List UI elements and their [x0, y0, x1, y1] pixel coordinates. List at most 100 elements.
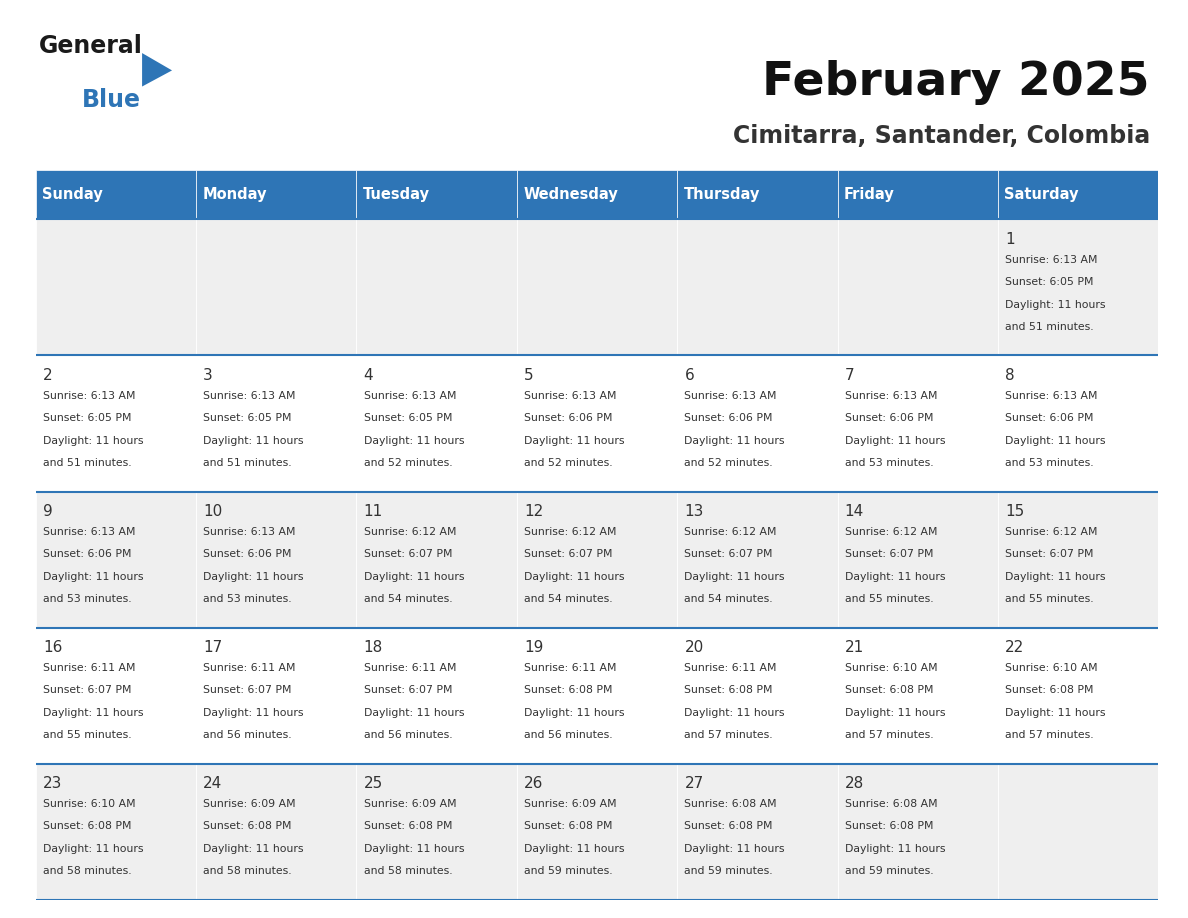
- Bar: [196, 628, 356, 764]
- Text: 18: 18: [364, 640, 383, 655]
- Text: Daylight: 11 hours: Daylight: 11 hours: [43, 436, 144, 446]
- Bar: [196, 764, 356, 900]
- Text: Daylight: 11 hours: Daylight: 11 hours: [203, 844, 304, 854]
- Text: and 52 minutes.: and 52 minutes.: [364, 458, 453, 468]
- Text: Daylight: 11 hours: Daylight: 11 hours: [845, 572, 946, 582]
- Text: Sunrise: 6:11 AM: Sunrise: 6:11 AM: [203, 663, 296, 673]
- Bar: [677, 170, 838, 219]
- Text: and 56 minutes.: and 56 minutes.: [364, 731, 453, 740]
- Bar: [677, 764, 838, 900]
- Text: Daylight: 11 hours: Daylight: 11 hours: [203, 436, 304, 446]
- Text: Sunrise: 6:10 AM: Sunrise: 6:10 AM: [43, 799, 135, 809]
- Text: Daylight: 11 hours: Daylight: 11 hours: [524, 708, 625, 718]
- Text: 3: 3: [203, 368, 213, 383]
- Text: Sunrise: 6:10 AM: Sunrise: 6:10 AM: [1005, 663, 1098, 673]
- Text: Sunset: 6:08 PM: Sunset: 6:08 PM: [364, 822, 453, 832]
- Text: 16: 16: [43, 640, 62, 655]
- Text: Daylight: 11 hours: Daylight: 11 hours: [845, 436, 946, 446]
- Text: Monday: Monday: [202, 187, 267, 202]
- Text: Daylight: 11 hours: Daylight: 11 hours: [1005, 299, 1106, 309]
- Text: Sunset: 6:06 PM: Sunset: 6:06 PM: [203, 549, 292, 559]
- Text: 19: 19: [524, 640, 543, 655]
- Text: 8: 8: [1005, 368, 1015, 383]
- Text: 6: 6: [684, 368, 694, 383]
- Bar: [36, 491, 196, 628]
- Text: 23: 23: [43, 776, 62, 790]
- Text: and 53 minutes.: and 53 minutes.: [1005, 458, 1094, 468]
- Text: 15: 15: [1005, 504, 1024, 519]
- Text: Sunset: 6:05 PM: Sunset: 6:05 PM: [364, 413, 453, 423]
- Text: Daylight: 11 hours: Daylight: 11 hours: [524, 572, 625, 582]
- Text: Sunset: 6:08 PM: Sunset: 6:08 PM: [43, 822, 132, 832]
- Text: and 58 minutes.: and 58 minutes.: [203, 867, 292, 877]
- Text: Sunrise: 6:12 AM: Sunrise: 6:12 AM: [364, 527, 456, 537]
- Text: 11: 11: [364, 504, 383, 519]
- Bar: [196, 219, 356, 355]
- Text: Sunset: 6:08 PM: Sunset: 6:08 PM: [684, 822, 773, 832]
- Text: Saturday: Saturday: [1004, 187, 1079, 202]
- Bar: [677, 355, 838, 491]
- Text: and 53 minutes.: and 53 minutes.: [845, 458, 934, 468]
- Bar: [356, 170, 517, 219]
- Text: and 51 minutes.: and 51 minutes.: [203, 458, 292, 468]
- Text: Sunrise: 6:13 AM: Sunrise: 6:13 AM: [684, 391, 777, 401]
- Text: and 54 minutes.: and 54 minutes.: [684, 594, 773, 604]
- Bar: [36, 764, 196, 900]
- Text: Sunrise: 6:08 AM: Sunrise: 6:08 AM: [845, 799, 937, 809]
- Bar: [838, 491, 998, 628]
- Text: Sunrise: 6:11 AM: Sunrise: 6:11 AM: [364, 663, 456, 673]
- Text: Sunday: Sunday: [42, 187, 103, 202]
- Text: Sunrise: 6:11 AM: Sunrise: 6:11 AM: [684, 663, 777, 673]
- Bar: [356, 355, 517, 491]
- Bar: [517, 170, 677, 219]
- Text: Daylight: 11 hours: Daylight: 11 hours: [845, 708, 946, 718]
- Text: 9: 9: [43, 504, 52, 519]
- Text: 27: 27: [684, 776, 703, 790]
- Text: Sunrise: 6:10 AM: Sunrise: 6:10 AM: [845, 663, 937, 673]
- Text: Sunset: 6:08 PM: Sunset: 6:08 PM: [524, 686, 613, 695]
- Text: and 52 minutes.: and 52 minutes.: [524, 458, 613, 468]
- Text: Sunset: 6:05 PM: Sunset: 6:05 PM: [43, 413, 132, 423]
- Text: Sunrise: 6:13 AM: Sunrise: 6:13 AM: [203, 527, 296, 537]
- Text: Sunset: 6:08 PM: Sunset: 6:08 PM: [1005, 686, 1094, 695]
- Text: Sunrise: 6:13 AM: Sunrise: 6:13 AM: [1005, 255, 1098, 264]
- Text: February 2025: February 2025: [763, 60, 1150, 105]
- Text: and 56 minutes.: and 56 minutes.: [524, 731, 613, 740]
- Text: and 59 minutes.: and 59 minutes.: [684, 867, 773, 877]
- Text: Sunrise: 6:13 AM: Sunrise: 6:13 AM: [43, 391, 135, 401]
- Text: Daylight: 11 hours: Daylight: 11 hours: [1005, 708, 1106, 718]
- Text: and 51 minutes.: and 51 minutes.: [1005, 322, 1094, 332]
- Text: Cimitarra, Santander, Colombia: Cimitarra, Santander, Colombia: [733, 124, 1150, 148]
- Text: 13: 13: [684, 504, 703, 519]
- Bar: [517, 628, 677, 764]
- Text: and 57 minutes.: and 57 minutes.: [845, 731, 934, 740]
- Text: Tuesday: Tuesday: [362, 187, 430, 202]
- Text: Daylight: 11 hours: Daylight: 11 hours: [684, 844, 785, 854]
- Bar: [998, 170, 1158, 219]
- Text: and 59 minutes.: and 59 minutes.: [524, 867, 613, 877]
- Bar: [356, 491, 517, 628]
- Text: Sunrise: 6:13 AM: Sunrise: 6:13 AM: [203, 391, 296, 401]
- Text: and 55 minutes.: and 55 minutes.: [1005, 594, 1094, 604]
- Text: Wednesday: Wednesday: [523, 187, 618, 202]
- Text: Sunrise: 6:12 AM: Sunrise: 6:12 AM: [524, 527, 617, 537]
- Bar: [196, 491, 356, 628]
- Text: 17: 17: [203, 640, 222, 655]
- Text: and 54 minutes.: and 54 minutes.: [524, 594, 613, 604]
- Text: Sunset: 6:08 PM: Sunset: 6:08 PM: [684, 686, 773, 695]
- Text: Daylight: 11 hours: Daylight: 11 hours: [1005, 436, 1106, 446]
- Text: Sunset: 6:07 PM: Sunset: 6:07 PM: [364, 686, 453, 695]
- Text: Sunrise: 6:11 AM: Sunrise: 6:11 AM: [43, 663, 135, 673]
- Text: and 56 minutes.: and 56 minutes.: [203, 731, 292, 740]
- Bar: [36, 219, 196, 355]
- Bar: [196, 355, 356, 491]
- Text: 26: 26: [524, 776, 543, 790]
- Text: 1: 1: [1005, 231, 1015, 247]
- Text: Sunrise: 6:11 AM: Sunrise: 6:11 AM: [524, 663, 617, 673]
- Text: 4: 4: [364, 368, 373, 383]
- Text: 22: 22: [1005, 640, 1024, 655]
- Text: Daylight: 11 hours: Daylight: 11 hours: [364, 708, 465, 718]
- Text: Sunset: 6:05 PM: Sunset: 6:05 PM: [203, 413, 292, 423]
- Text: Daylight: 11 hours: Daylight: 11 hours: [364, 436, 465, 446]
- Bar: [517, 219, 677, 355]
